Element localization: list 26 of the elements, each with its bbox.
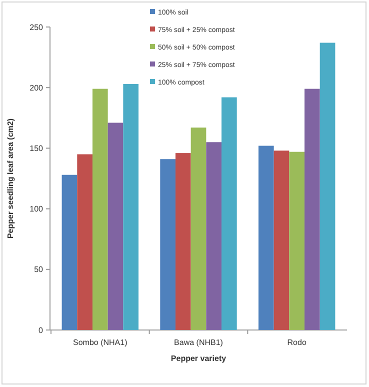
y-tick-label: 150 xyxy=(30,144,44,153)
bar xyxy=(304,88,320,330)
bar xyxy=(160,159,176,330)
x-tick-label: Rodo xyxy=(287,338,307,347)
y-axis-title: Pepper seedling leaf area (cm2) xyxy=(6,118,15,239)
bar xyxy=(92,88,108,330)
bar xyxy=(289,152,305,330)
bar xyxy=(320,42,336,330)
y-tick-label: 250 xyxy=(30,22,44,32)
bar xyxy=(190,128,206,330)
y-tick-label: 50 xyxy=(34,265,44,274)
y-tick-label: 0 xyxy=(38,326,44,335)
x-tick-label: Bawa (NHB1) xyxy=(174,338,224,347)
bar xyxy=(62,174,78,330)
bar xyxy=(175,153,191,330)
y-tick-label: 200 xyxy=(30,83,44,92)
y-tick-label: 100 xyxy=(30,204,44,214)
x-axis-title: Pepper variety xyxy=(170,354,227,363)
bar xyxy=(77,154,92,330)
bar xyxy=(108,122,124,330)
bar xyxy=(274,150,290,330)
bar xyxy=(206,142,222,330)
bar xyxy=(258,146,274,330)
bar xyxy=(123,84,139,330)
x-tick-label: Sombo (NHA1) xyxy=(73,338,128,347)
bar xyxy=(222,97,237,330)
